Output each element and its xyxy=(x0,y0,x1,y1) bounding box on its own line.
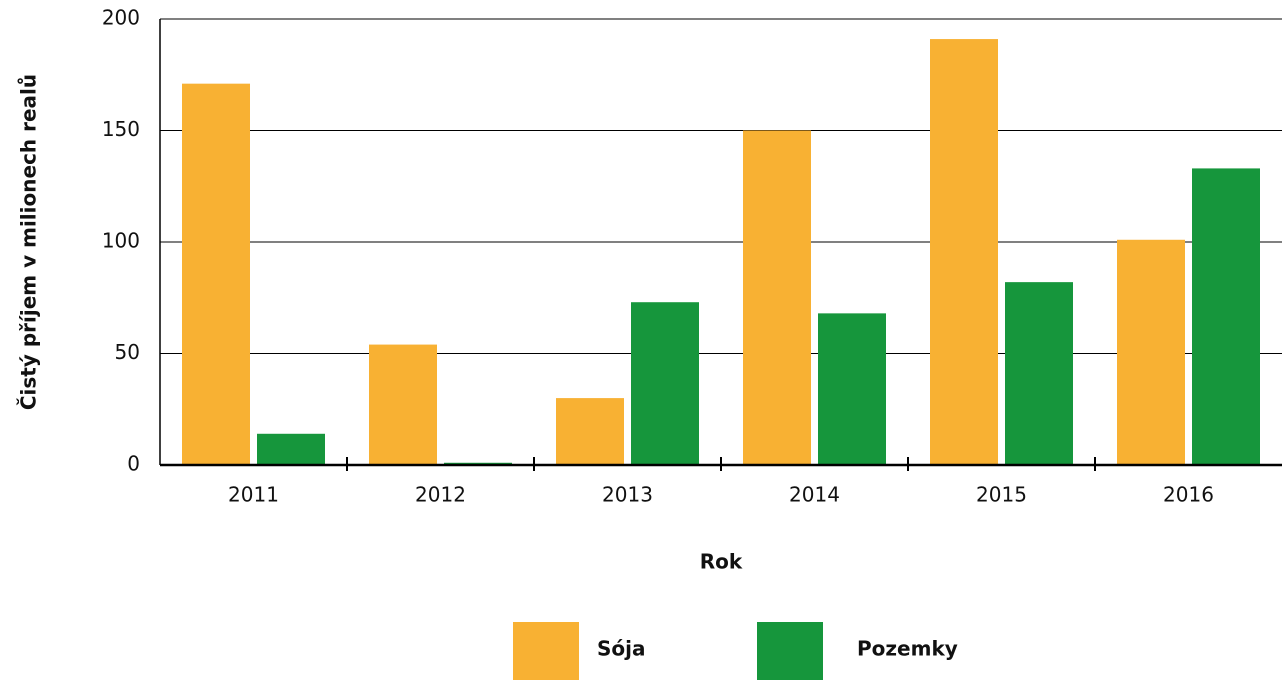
x-axis-label: Rok xyxy=(700,550,743,574)
legend-label: Pozemky xyxy=(857,637,958,661)
y-tick-label: 200 xyxy=(102,6,140,30)
bar xyxy=(818,313,886,465)
bar xyxy=(182,83,250,466)
y-tick-label: 50 xyxy=(115,340,140,364)
x-tick-label: 2016 xyxy=(1163,483,1214,507)
bar xyxy=(930,39,998,465)
y-axis-label: Čistý příjem v milionech realů xyxy=(17,74,41,410)
bar xyxy=(1005,282,1073,465)
y-tick-label: 150 xyxy=(102,117,140,141)
bar xyxy=(257,433,325,465)
x-tick-label: 2015 xyxy=(976,483,1027,507)
bar xyxy=(631,302,699,465)
bar xyxy=(1192,168,1260,465)
bar xyxy=(743,130,811,465)
y-tick-label: 0 xyxy=(127,452,140,476)
x-tick-label: 2011 xyxy=(228,483,279,507)
legend-swatch xyxy=(513,622,579,680)
x-tick-label: 2014 xyxy=(789,483,840,507)
bar xyxy=(1117,239,1185,465)
y-tick-label: 100 xyxy=(102,229,140,253)
x-tick-label: 2012 xyxy=(415,483,466,507)
bar xyxy=(556,398,624,465)
x-tick-label: 2013 xyxy=(602,483,653,507)
bar xyxy=(369,344,437,465)
legend-swatch xyxy=(757,622,823,680)
legend-label: Sója xyxy=(597,637,646,661)
